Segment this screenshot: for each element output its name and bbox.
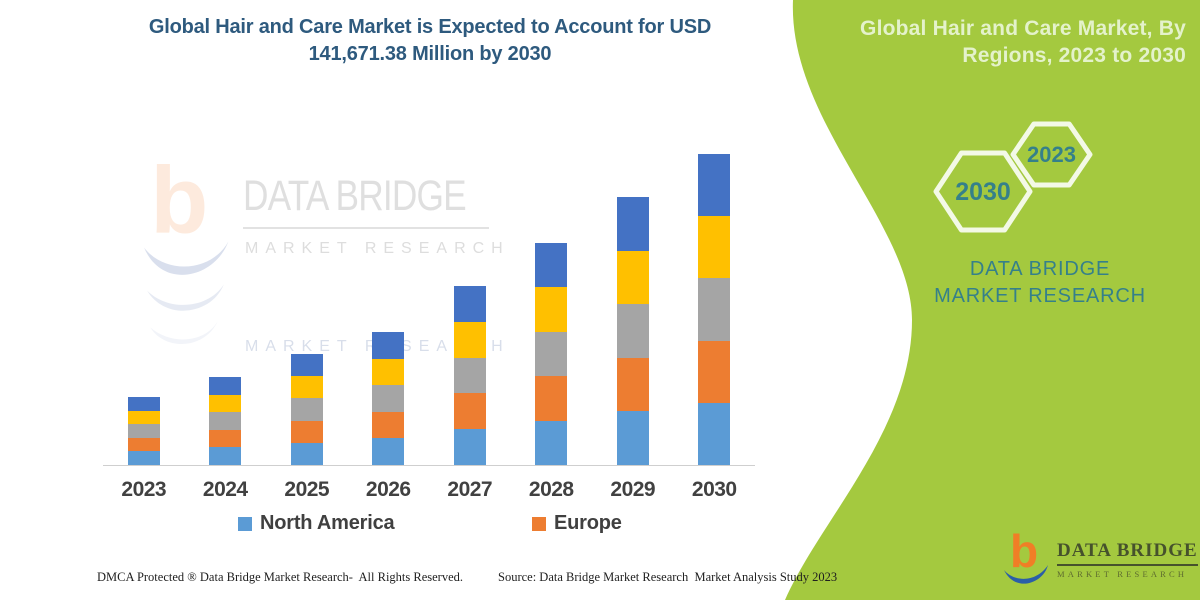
bar-segment-2023-unlabeled-yellow-	[127, 410, 160, 425]
bar-segment-2025-north-america	[290, 442, 323, 465]
logo-name: DATA BRIDGE	[1057, 540, 1198, 566]
bar-segment-2024-unlabeled-gray-	[209, 412, 242, 430]
bar-segment-2028-unlabeled-yellow-	[535, 287, 568, 332]
hexagon-year-2030: 2030	[955, 178, 1011, 206]
bar-segment-2029-north-america	[616, 411, 649, 465]
bar-segment-2030-europe	[698, 340, 731, 403]
bar-segment-2025-unlabeled-dark-blue-	[290, 354, 323, 377]
bar-2030	[698, 154, 731, 465]
bar-segment-2026-unlabeled-yellow-	[372, 358, 405, 386]
bar-segment-2030-north-america	[698, 402, 731, 465]
bar-2023	[127, 397, 160, 465]
bar-2026	[372, 332, 405, 465]
source-note: Source: Data Bridge Market Research Mark…	[498, 570, 838, 584]
bar-segment-2027-unlabeled-gray-	[453, 357, 486, 394]
stacked-bar-chart: b DATA BRIDGE MARKET RESEARCH MARKET RES…	[103, 140, 755, 501]
bar-segment-2027-europe	[453, 393, 486, 430]
hexagon-years-graphic: 2023 2030	[933, 121, 1093, 233]
data-bridge-logo: b DATA BRIDGE MARKET RESEARCH	[1003, 526, 1198, 588]
data-bridge-logo-icon: b	[1004, 526, 1048, 584]
watermark-subtitle: MARKET RESEARCH	[245, 240, 510, 257]
x-axis-label-2025: 2025	[284, 478, 330, 501]
bar-segment-2026-unlabeled-dark-blue-	[372, 332, 405, 359]
legend-label: Europe	[554, 512, 622, 534]
bar-segment-2024-europe	[209, 429, 242, 448]
x-axis-label-2029: 2029	[610, 478, 656, 501]
bar-segment-2030-unlabeled-dark-blue-	[698, 154, 731, 217]
x-axis-label-2024: 2024	[202, 478, 248, 501]
bar-2027	[453, 286, 486, 465]
legend-label: North America	[260, 512, 395, 534]
bar-2024	[209, 377, 242, 465]
bar-segment-2028-europe	[535, 376, 568, 421]
bar-segment-2025-unlabeled-gray-	[290, 398, 323, 421]
svg-text:b: b	[150, 152, 208, 253]
bar-segment-2028-unlabeled-dark-blue-	[535, 243, 568, 288]
logo-subtitle: MARKET RESEARCH	[1057, 569, 1188, 579]
bar-segment-2026-north-america	[372, 438, 405, 465]
bar-segment-2027-unlabeled-dark-blue-	[453, 286, 486, 322]
bar-segment-2026-unlabeled-gray-	[372, 385, 405, 412]
bar-segment-2028-unlabeled-gray-	[535, 331, 568, 377]
bar-segment-2030-unlabeled-gray-	[698, 278, 731, 341]
dmca-notice: DMCA Protected ® Data Bridge Market Rese…	[97, 570, 464, 584]
bar-segment-2027-north-america	[453, 429, 486, 465]
svg-text:b: b	[1010, 526, 1038, 577]
bar-segment-2027-unlabeled-yellow-	[453, 321, 486, 358]
bar-segment-2025-europe	[290, 420, 323, 443]
bar-segment-2025-unlabeled-yellow-	[290, 376, 323, 399]
bar-2029	[616, 197, 649, 465]
legend-item-north-america: North America	[238, 512, 395, 535]
bar-segment-2029-unlabeled-dark-blue-	[616, 197, 649, 251]
bar-segment-2023-unlabeled-dark-blue-	[127, 397, 160, 411]
bar-2025	[290, 354, 323, 465]
page-title: Global Hair and Care Market is Expected …	[148, 16, 712, 65]
legend-item-europe: Europe	[532, 512, 622, 535]
bar-segment-2023-europe	[127, 437, 160, 452]
bar-segment-2024-unlabeled-yellow-	[209, 394, 242, 413]
bar-2028	[535, 243, 568, 465]
x-axis-label-2028: 2028	[528, 478, 574, 501]
bar-segment-2023-north-america	[127, 451, 160, 465]
bar-segment-2029-unlabeled-yellow-	[616, 250, 649, 305]
panel-title: Global Hair and Care Market, By Regions,…	[860, 17, 1186, 67]
watermark-title: DATA BRIDGE	[243, 172, 489, 229]
watermark-logo: b	[144, 152, 229, 345]
bar-segment-2029-europe	[616, 357, 649, 412]
bar-segment-2028-north-america	[535, 420, 568, 465]
bar-segment-2023-unlabeled-gray-	[127, 424, 160, 438]
bar-segment-2024-north-america	[209, 447, 242, 465]
x-axis-label-2027: 2027	[447, 478, 493, 501]
bar-segment-2030-unlabeled-yellow-	[698, 216, 731, 279]
legend-swatch	[532, 516, 546, 531]
bar-segment-2029-unlabeled-gray-	[616, 304, 649, 358]
bar-segment-2024-unlabeled-dark-blue-	[209, 377, 242, 395]
hexagon-2023	[1010, 121, 1093, 188]
legend-swatch	[238, 516, 252, 531]
bar-segment-2026-europe	[372, 411, 405, 439]
panel-brand-text: DATA BRIDGE MARKET RESEARCH	[934, 258, 1146, 307]
x-axis-label-2023: 2023	[121, 478, 167, 501]
x-axis-label-2030: 2030	[691, 478, 737, 501]
hexagon-2030	[933, 150, 1033, 233]
hexagon-year-2023: 2023	[1027, 142, 1076, 167]
x-axis-label-2026: 2026	[365, 478, 411, 501]
